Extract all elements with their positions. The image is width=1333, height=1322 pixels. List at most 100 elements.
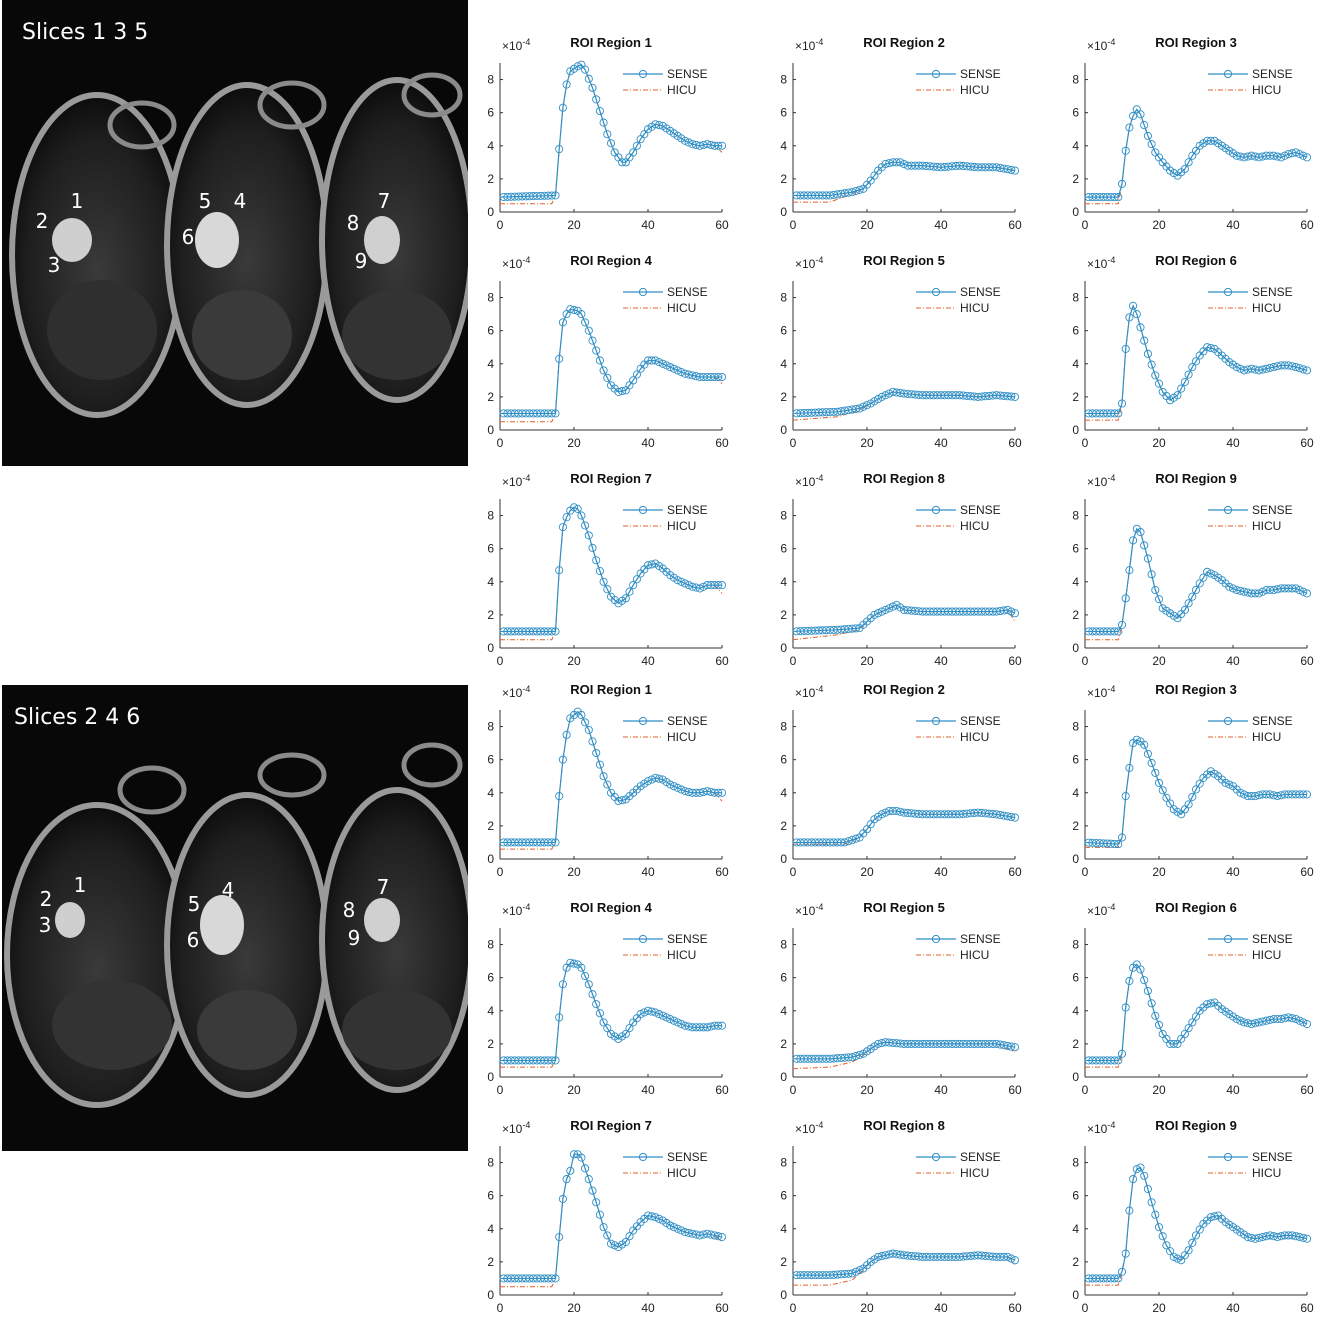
sense-marker [562, 80, 571, 89]
x-tick-label: 20 [1152, 436, 1166, 450]
y-exponent-power: -4 [522, 473, 530, 483]
sense-series-line [793, 1253, 1016, 1276]
sense-marker [1151, 586, 1160, 595]
sense-marker [569, 959, 579, 968]
legend-hicu-label: HICU [667, 519, 696, 533]
sense-marker [673, 783, 682, 792]
legend-hicu-label: HICU [1252, 730, 1281, 744]
sense-marker [581, 1164, 590, 1173]
sense-marker [555, 145, 564, 154]
y-tick-label: 0 [487, 1288, 494, 1302]
y-exponent-power: -4 [1107, 902, 1115, 912]
y-exponent-power: -4 [1107, 37, 1115, 47]
y-exponent-label: ×10-4 [795, 1120, 823, 1136]
sense-marker [558, 103, 567, 112]
x-tick-label: 0 [1082, 218, 1089, 232]
y-exponent-power: -4 [522, 37, 530, 47]
sense-marker [695, 584, 704, 593]
y-tick-label: 4 [487, 139, 494, 153]
y-tick-label: 8 [1072, 720, 1079, 734]
plot-title: ROI Region 1 [570, 682, 652, 697]
legend-hicu-label: HICU [960, 83, 989, 97]
roi-plot: 0 20 40 60 0 2 4 6 8 ×10-4 ROI Region 9 SENSE HICU [1072, 1118, 1314, 1315]
sense-marker [1132, 310, 1141, 319]
y-tick-label: 0 [1072, 641, 1079, 655]
y-tick-label: 8 [1072, 509, 1079, 523]
sense-marker [892, 806, 901, 816]
x-tick-label: 40 [641, 436, 655, 450]
sense-marker [1288, 584, 1297, 593]
x-tick-label: 60 [1300, 1301, 1314, 1315]
sense-marker [717, 372, 727, 382]
y-tick-label: 0 [1072, 1288, 1079, 1302]
sense-marker [703, 787, 712, 796]
y-tick-label: 0 [780, 641, 787, 655]
sense-marker [1254, 153, 1263, 162]
x-tick-label: 20 [1152, 1083, 1166, 1097]
x-tick-label: 60 [1300, 218, 1314, 232]
sense-marker [1169, 1252, 1178, 1261]
x-tick-label: 20 [1152, 218, 1166, 232]
x-tick-label: 60 [1008, 1083, 1022, 1097]
sense-marker [1225, 582, 1234, 591]
sense-marker [584, 725, 593, 734]
legend-hicu-label: HICU [1252, 519, 1281, 533]
sense-marker [632, 575, 641, 584]
plot-title: ROI Region 4 [570, 900, 652, 915]
legend-hicu-label: HICU [1252, 1166, 1281, 1180]
roi-plot: 0 20 40 60 0 2 4 6 8 ×10-4 ROI Region 1 SENSE HICU [487, 35, 729, 232]
hicu-series-line [792, 1041, 1016, 1070]
sense-marker [859, 402, 868, 411]
y-tick-label: 8 [780, 1156, 787, 1170]
sense-marker [1251, 792, 1260, 801]
sense-marker [577, 511, 586, 520]
legend-sense-marker [638, 69, 648, 79]
sense-marker [699, 582, 708, 591]
sense-marker [673, 1224, 682, 1233]
sense-marker [688, 371, 697, 380]
roi-plot: 0 20 40 60 0 2 4 6 8 ×10-4 ROI Region 6 SENSE HICU [1072, 900, 1314, 1097]
sense-marker [636, 1010, 645, 1019]
y-tick-label: 8 [487, 1156, 494, 1170]
sense-marker [599, 772, 608, 781]
sense-marker [1232, 151, 1241, 160]
sense-marker [1191, 357, 1201, 366]
y-exponent-label: ×10-4 [502, 255, 530, 271]
legend-sense-marker [1223, 505, 1233, 515]
legend-hicu-label: HICU [960, 301, 989, 315]
x-tick-label: 0 [790, 1301, 797, 1315]
sense-marker [892, 158, 901, 167]
y-tick-label: 4 [487, 357, 494, 371]
sense-marker [1288, 1231, 1297, 1240]
legend-sense-label: SENSE [667, 503, 708, 517]
sense-marker [584, 531, 593, 540]
sense-marker [1143, 749, 1152, 758]
sense-marker [1277, 1015, 1286, 1024]
sense-marker [1158, 1232, 1167, 1241]
x-tick-label: 40 [1226, 436, 1240, 450]
legend-sense-marker [638, 287, 648, 297]
sense-marker [680, 1021, 690, 1030]
legend-sense-label: SENSE [1252, 285, 1293, 299]
plot-title: ROI Region 1 [570, 35, 652, 50]
sense-marker [848, 1269, 857, 1278]
x-tick-label: 40 [1226, 1301, 1240, 1315]
sense-marker [877, 1252, 886, 1261]
sense-marker [684, 1228, 693, 1237]
legend-sense-label: SENSE [1252, 503, 1293, 517]
sense-marker [1136, 323, 1145, 332]
sense-marker [1117, 399, 1127, 408]
sense-marker [1121, 594, 1130, 603]
x-tick-label: 40 [641, 218, 655, 232]
sense-marker [625, 1232, 634, 1241]
sense-marker [1206, 1213, 1215, 1222]
sense-marker [1262, 1016, 1271, 1025]
sense-marker [874, 1039, 883, 1048]
x-tick-label: 60 [1300, 436, 1314, 450]
x-tick-label: 60 [1008, 654, 1022, 668]
x-tick-label: 0 [1082, 436, 1089, 450]
sense-marker [870, 610, 879, 619]
sense-marker [647, 356, 656, 365]
sense-marker [1265, 363, 1275, 372]
